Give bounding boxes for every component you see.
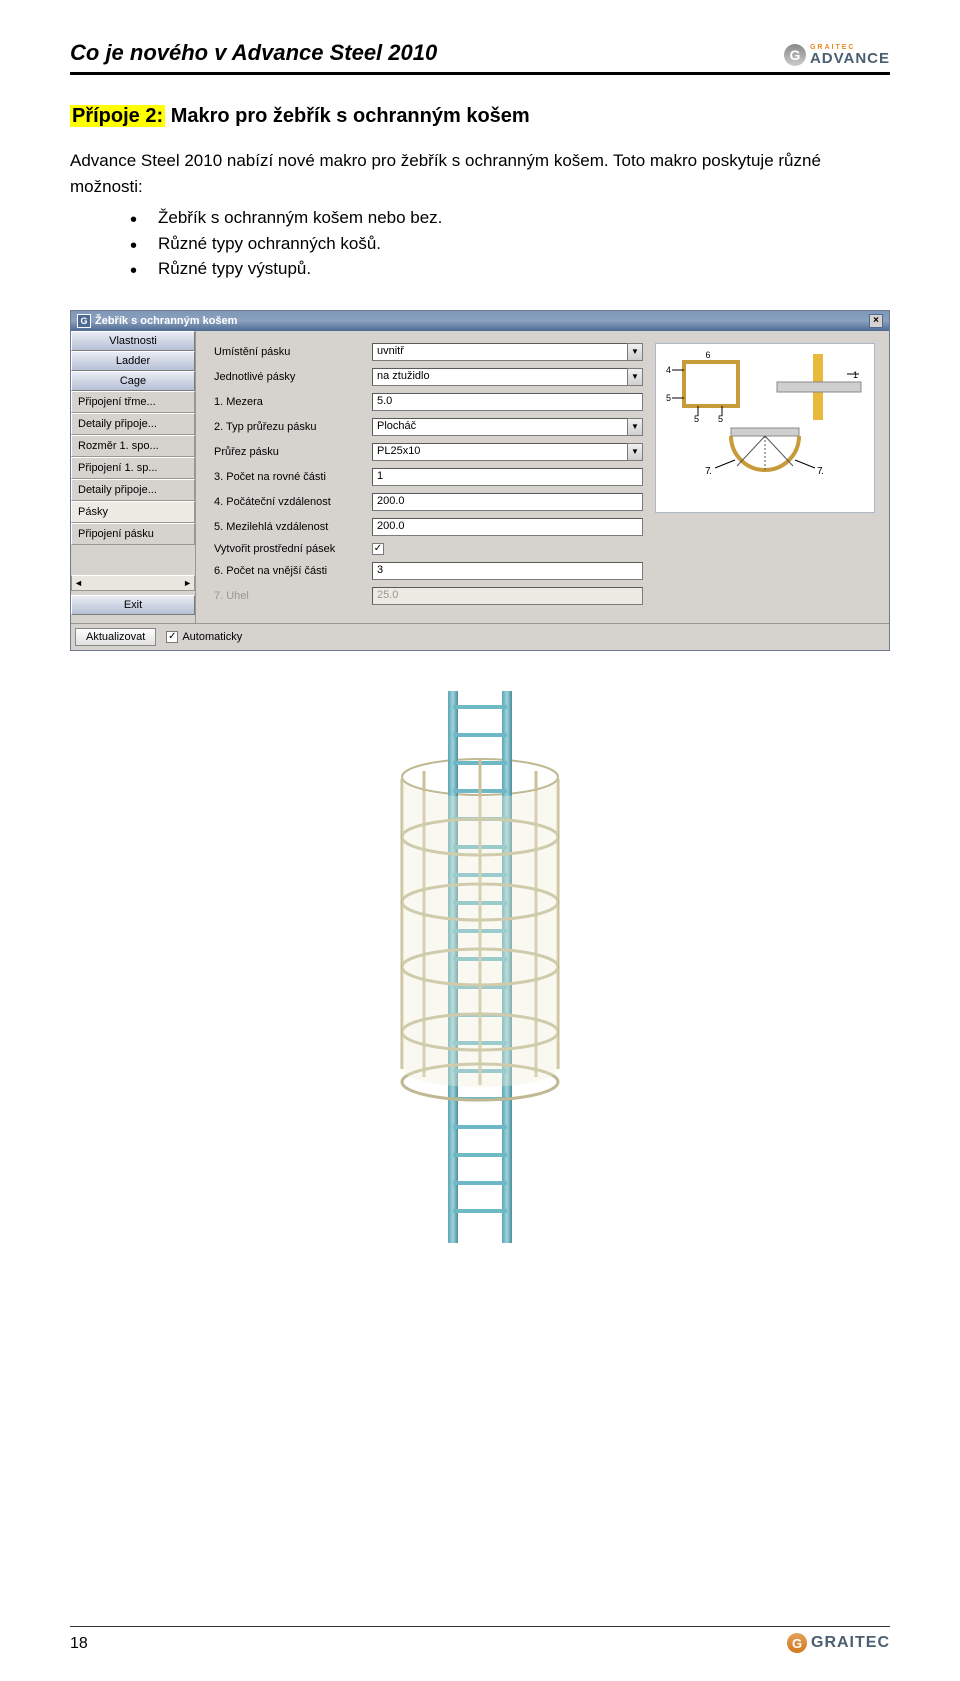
field-input[interactable]: 200.0 [372,493,643,511]
auto-checkbox-row[interactable]: ✓ Automaticky [166,631,242,643]
svg-text:5: 5 [718,414,723,424]
sidebar-item[interactable]: Detaily připoje... [71,413,195,435]
field-input[interactable]: Plocháč [372,418,627,436]
logo-big-text: ADVANCE [810,51,890,66]
sidebar-item[interactable]: Detaily připoje... [71,479,195,501]
sidebar-item[interactable]: Připojení pásku [71,523,195,545]
field-label: Umístění pásku [214,346,364,358]
svg-text:.: . [709,466,712,477]
field-label: Průřez pásku [214,446,364,458]
dialog-sidebar: Vlastnosti Ladder Cage Připojení třme...… [71,331,196,623]
dialog-titlebar[interactable]: G Žebřík s ochranným košem × [71,311,889,331]
dialog-icon: G [77,314,91,328]
field-label: 6. Počet na vnější části [214,565,364,577]
section-prefix: Přípoje 2: [70,105,165,127]
footer-logo-icon: G [787,1633,807,1653]
bullet-item: Různé typy výstupů. [130,256,890,282]
dialog-title: Žebřík s ochranným košem [95,315,237,327]
field-input[interactable]: 1 [372,468,643,486]
field-label: Vytvořit prostřední pásek [214,543,364,555]
field-input[interactable]: 5.0 [372,393,643,411]
close-icon[interactable]: × [869,314,883,328]
footer-brand: GRAITEC [811,1634,890,1652]
page-header: Co je nového v Advance Steel 2010 G GRAI… [70,40,890,75]
field-input[interactable]: 3 [372,562,643,580]
field-input[interactable]: 200.0 [372,518,643,536]
sidebar-btn-ladder[interactable]: Ladder [71,351,195,371]
sidebar-item[interactable]: Připojení 1. sp... [71,457,195,479]
svg-text:5: 5 [666,393,671,403]
field-input[interactable]: uvnitř [372,343,627,361]
logo-g-icon: G [784,44,806,66]
sidebar-item[interactable]: Rozměr 1. spo... [71,435,195,457]
exit-button[interactable]: Exit [71,595,195,615]
dialog-main: Umístění páskuuvnitř▼ Jednotlivé páskyna… [196,331,889,623]
auto-checkbox[interactable]: ✓ [166,631,178,643]
field-input-disabled: 25.0 [372,587,643,605]
field-input[interactable]: PL25x10 [372,443,627,461]
field-label-disabled: 7. Úhel [214,590,364,602]
header-logo: G GRAITEC ADVANCE [784,44,890,66]
dropdown-icon[interactable]: ▼ [627,343,643,361]
ladder-render [70,687,890,1247]
dropdown-icon[interactable]: ▼ [627,418,643,436]
field-label: Jednotlivé pásky [214,371,364,383]
diagram-bottom: 7. 7. [665,424,865,506]
field-input[interactable]: na ztužidlo [372,368,627,386]
dialog-bottom-bar: Aktualizovat ✓ Automaticky [71,623,889,650]
section-rest: Makro pro žebřík s ochranným košem [165,105,530,127]
svg-text:5: 5 [694,414,699,424]
field-label: 1. Mezera [214,396,364,408]
diagram-top-right: 1 [771,350,866,424]
field-label: 4. Počáteční vzdálenost [214,496,364,508]
page-number: 18 [70,1635,88,1653]
bullet-item: Žebřík s ochranným košem nebo bez. [130,205,890,231]
svg-text:4: 4 [666,365,671,375]
sidebar-item-selected[interactable]: Pásky [71,501,195,523]
field-checkbox[interactable]: ✓ [372,543,384,555]
dialog-window: G Žebřík s ochranným košem × Vlastnosti … [70,310,890,651]
diagram-preview: 4 5 6 5 5 1 [655,343,875,513]
update-button[interactable]: Aktualizovat [75,628,156,646]
field-label: 5. Mezilehlá vzdálenost [214,521,364,533]
svg-text:.: . [821,466,824,477]
auto-label: Automaticky [182,631,242,643]
header-title: Co je nového v Advance Steel 2010 [70,40,437,66]
svg-text:1: 1 [853,370,858,380]
dropdown-icon[interactable]: ▼ [627,443,643,461]
section-title: Přípoje 2: Makro pro žebřík s ochranným … [70,105,890,128]
sidebar-scrollbar[interactable]: ◄► [71,575,195,591]
footer-logo: G GRAITEC [787,1633,890,1653]
diagram-top-left: 4 5 6 5 5 [664,350,759,424]
sidebar-item[interactable]: Připojení třme... [71,391,195,413]
dropdown-icon[interactable]: ▼ [627,368,643,386]
sidebar-btn-properties[interactable]: Vlastnosti [71,331,195,351]
bullet-list: Žebřík s ochranným košem nebo bez. Různé… [130,205,890,282]
form-column: Umístění páskuuvnitř▼ Jednotlivé páskyna… [214,343,643,605]
sidebar-btn-cage[interactable]: Cage [71,371,195,391]
field-label: 3. Počet na rovné části [214,471,364,483]
page-footer: 18 G GRAITEC [70,1626,890,1653]
svg-text:6: 6 [705,350,710,360]
intro-text: Advance Steel 2010 nabízí nové makro pro… [70,148,890,199]
bullet-item: Různé typy ochranných košů. [130,231,890,257]
field-label: 2. Typ průřezu pásku [214,421,364,433]
